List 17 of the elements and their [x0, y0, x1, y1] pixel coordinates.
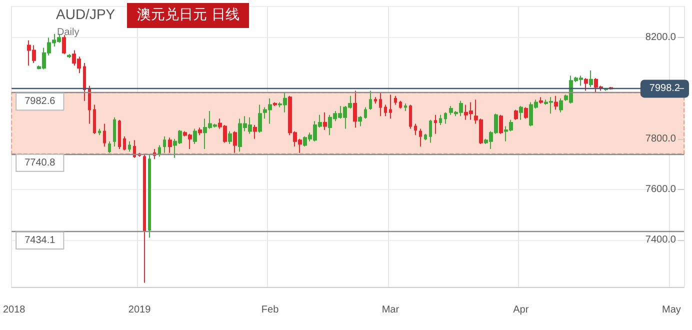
y-tick-label: 8200.0	[645, 32, 676, 44]
y-tick-label: 7600.0	[645, 184, 676, 196]
ref-line-label: 7434.1	[24, 235, 56, 246]
x-tick-label: Apr	[513, 304, 530, 316]
text: Daily	[57, 27, 80, 38]
ref-line-label: 7998.2	[649, 83, 680, 94]
y-tick-label: 7400.0	[645, 234, 676, 246]
x-tick-label: May	[662, 304, 681, 316]
chart-title: AUD/JPY	[56, 6, 116, 22]
x-tick-label: 2019	[128, 304, 152, 316]
x-tick-label: 2018	[2, 304, 26, 316]
x-tick-label: Feb	[261, 304, 280, 316]
y-tick-label: 7800.0	[645, 133, 676, 144]
ref-line-label: 7740.8	[24, 157, 56, 168]
ref-line-label: 7982.6	[24, 96, 56, 108]
x-tick-label: Mar	[382, 304, 400, 316]
annotation: 澳元兑日元 日线	[127, 3, 250, 28]
